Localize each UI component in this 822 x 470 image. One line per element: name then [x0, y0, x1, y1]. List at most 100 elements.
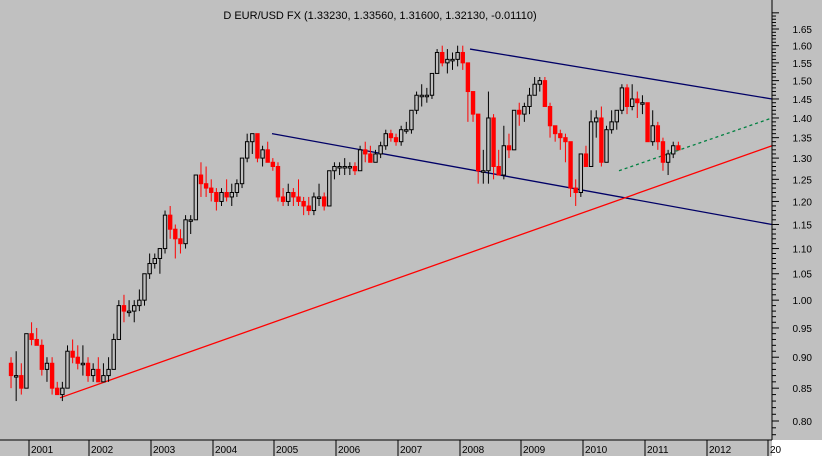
candle	[532, 77, 537, 96]
candle	[660, 137, 666, 171]
candle	[132, 300, 137, 323]
candle	[224, 179, 229, 202]
y-axis-background	[772, 0, 822, 440]
x-tick-label: 2004	[215, 445, 238, 456]
candle	[671, 141, 676, 159]
long-term-support-line	[59, 145, 773, 399]
y-axis: 0.80 0.85 0.90 0.95 1.00 1.05 1.10 1.15 1.20 1.25…	[771, 0, 813, 440]
candle	[111, 333, 116, 370]
y-tick-label: 0.80	[793, 417, 813, 428]
candle	[49, 357, 55, 395]
candle	[90, 363, 96, 382]
candle	[475, 113, 481, 184]
candle	[60, 381, 65, 402]
candle	[450, 52, 455, 70]
candle	[142, 273, 147, 306]
candle	[75, 345, 80, 370]
candle	[126, 300, 132, 317]
candle	[306, 196, 311, 216]
x-tick-label: 2007	[400, 445, 423, 456]
candle	[373, 149, 378, 163]
candle	[301, 196, 306, 216]
candle	[635, 91, 640, 118]
candle	[522, 102, 527, 122]
candle	[29, 322, 34, 346]
candle	[209, 179, 214, 202]
candle	[434, 49, 440, 74]
y-tick-label: 1.65	[793, 25, 813, 36]
candle	[342, 158, 347, 176]
candle	[645, 102, 650, 143]
x-tick-label: 2012	[709, 445, 732, 456]
x-tick-label: 20	[770, 445, 782, 456]
y-tick-label: 1.10	[793, 245, 813, 256]
candle	[214, 188, 219, 211]
candle	[239, 157, 245, 189]
candle	[162, 210, 168, 254]
candle	[70, 339, 75, 364]
candle	[568, 141, 573, 197]
candle	[8, 357, 14, 389]
candle	[244, 133, 250, 163]
candle	[558, 129, 563, 150]
candle	[178, 229, 183, 254]
candle	[80, 345, 86, 376]
candle	[429, 72, 435, 99]
y-tick-label: 1.20	[793, 197, 813, 208]
y-tick-label: 1.30	[793, 154, 813, 165]
y-tick-label: 1.05	[793, 270, 813, 281]
chart-title: D EUR/USD FX (1.33230, 1.33560, 1.31600,…	[223, 10, 536, 22]
candle	[101, 363, 106, 383]
candle	[470, 91, 476, 122]
y-tick-label: 1.40	[793, 114, 813, 125]
candle	[481, 149, 486, 184]
candle	[193, 174, 199, 221]
y-tick-label: 1.15	[793, 220, 813, 231]
candle	[609, 110, 614, 134]
candle	[368, 145, 373, 163]
candle	[547, 102, 553, 138]
y-tick-label: 1.45	[793, 95, 813, 106]
candle	[24, 333, 29, 389]
candle	[219, 188, 224, 206]
candle	[599, 106, 604, 167]
y-tick-label: 1.60	[793, 42, 813, 53]
candle	[460, 45, 465, 70]
candle	[501, 125, 507, 180]
candle	[604, 125, 609, 163]
y-tick-label: 1.50	[793, 77, 813, 88]
x-tick-label: 2002	[91, 445, 114, 456]
candle	[409, 109, 414, 134]
candle	[419, 84, 424, 107]
candle	[157, 248, 163, 274]
candle	[486, 91, 491, 184]
y-tick-label: 0.95	[793, 324, 813, 335]
candle	[327, 170, 332, 207]
x-tick-label: 2009	[523, 445, 546, 456]
candle	[583, 145, 589, 167]
candle	[424, 87, 430, 103]
candle	[517, 102, 522, 126]
candle	[537, 77, 542, 92]
candle	[203, 166, 209, 197]
candle	[352, 162, 358, 176]
y-tick-label: 1.35	[793, 134, 813, 145]
candle	[506, 133, 512, 159]
candle	[594, 110, 599, 138]
candle	[137, 289, 142, 312]
candle	[152, 253, 157, 269]
trendlines-layer	[59, 48, 773, 399]
candle	[465, 62, 471, 122]
candle	[270, 158, 276, 171]
short-term-support-line	[618, 117, 773, 172]
candle	[65, 345, 70, 389]
candle	[650, 110, 655, 146]
candle	[640, 95, 645, 115]
candle	[676, 141, 681, 151]
candle	[337, 162, 342, 176]
candle	[491, 114, 496, 180]
candle	[455, 45, 460, 67]
candle	[280, 188, 286, 206]
candle	[234, 179, 240, 197]
